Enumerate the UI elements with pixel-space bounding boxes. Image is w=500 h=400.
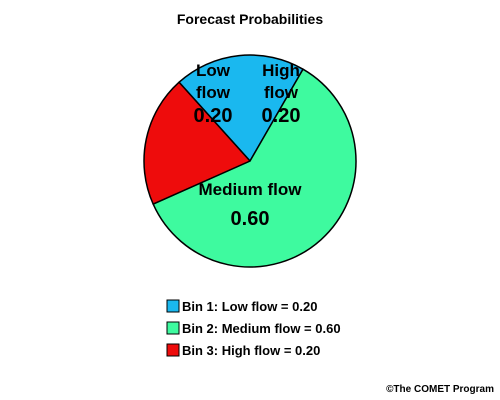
pie-labels: Low flow 0.20 Medium flow 0.60 High flow 0.20 — [194, 61, 303, 230]
legend-swatch-2 — [166, 321, 180, 335]
legend-swatch-3 — [166, 343, 180, 357]
legend-swatch-1 — [166, 299, 180, 313]
legend-label-3: Bin 3: High flow = 0.20 — [182, 343, 320, 358]
legend: Bin 1: Low flow = 0.20 Bin 2: Medium flow… — [166, 299, 341, 358]
pie-slice-high-flow — [143, 81, 251, 205]
pie-slice-low-flow — [178, 54, 304, 162]
slice-label-medium-flow: Medium flow — [199, 180, 303, 199]
copyright-credit: ©The COMET Program — [386, 384, 494, 395]
slice-label-high-flow: High — [262, 61, 300, 80]
slice-value-low-flow: 0.20 — [194, 105, 233, 127]
legend-label-1: Bin 1: Low flow = 0.20 — [182, 299, 317, 314]
chart-title: Forecast Probabilities — [177, 11, 323, 27]
slice-label-low-flow: Low — [196, 61, 231, 80]
pie-slices — [143, 54, 357, 268]
pie-slice-medium-flow — [152, 68, 357, 268]
legend-label-2: Bin 2: Medium flow = 0.60 — [182, 321, 341, 336]
slice-label-high-flow: flow — [264, 83, 299, 102]
slice-label-low-flow: flow — [196, 83, 231, 102]
slice-value-high-flow: 0.20 — [262, 105, 301, 127]
slice-value-medium-flow: 0.60 — [231, 208, 270, 230]
